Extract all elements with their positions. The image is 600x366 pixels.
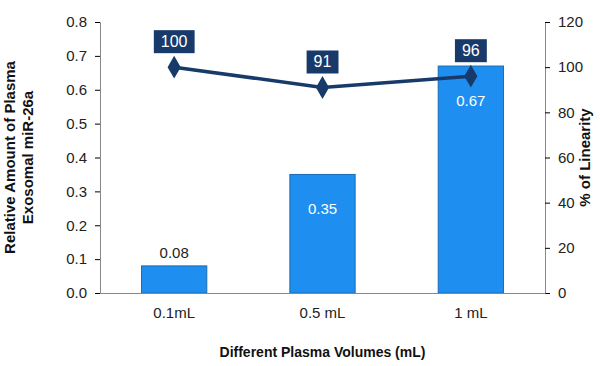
tick-mark [545, 158, 550, 159]
tick-mark [95, 158, 100, 159]
tick-label: 0.5 [66, 115, 87, 132]
y2-tick: 20 [545, 239, 575, 256]
tick-mark [95, 124, 100, 125]
tick-label: 0.5 mL [300, 304, 346, 321]
y-tick: 0.5 [66, 115, 100, 132]
y2-tick: 0 [545, 284, 566, 301]
axis-line [101, 293, 546, 294]
tick-mark [95, 259, 100, 260]
y-tick: 0.3 [66, 183, 100, 200]
tick-label: 60 [558, 149, 575, 166]
marker [464, 65, 477, 88]
line-label: 96 [455, 39, 487, 62]
x-tick: 1 mL [454, 304, 487, 321]
tick-label: 80 [558, 104, 575, 121]
y-tick: 0.2 [66, 217, 100, 234]
tick-mark [545, 203, 550, 204]
tick-mark [545, 22, 550, 23]
y-tick: 0.4 [66, 149, 100, 166]
y-tick: 0.1 [66, 250, 100, 267]
y2-axis-title: % of Linearity [576, 108, 593, 207]
tick-mark [95, 293, 100, 294]
data-label: 0.08 [160, 244, 189, 261]
tick-label: 1 mL [454, 304, 487, 321]
bar [290, 174, 355, 293]
data-label: 0.67 [456, 92, 485, 109]
tick-mark [545, 112, 550, 113]
marker [168, 56, 181, 79]
tick-label: 0.0 [66, 284, 87, 301]
data-label: 0.35 [308, 200, 337, 217]
y-tick: 0.7 [66, 47, 100, 64]
y-tick: 0.0 [66, 284, 100, 301]
chart: 0.08 0.35 0.67 100 91 96 0.0 0.1 0.2 0.3 0.4 0.5 0.6… [0, 0, 600, 366]
y-tick: 0.6 [66, 81, 100, 98]
tick-label: 0.1mL [153, 304, 195, 321]
data-label: 100 [161, 33, 188, 50]
tick-label: 0.8 [66, 13, 87, 30]
y2-tick: 60 [545, 149, 575, 166]
title-line: Exosomal miR-26a [19, 90, 36, 224]
x-tick: 0.1mL [153, 304, 195, 321]
line-label: 100 [154, 30, 195, 53]
tick-label: 120 [558, 13, 583, 30]
label-box [307, 50, 339, 73]
y2-tick: 80 [545, 104, 575, 121]
y2-tick: 100 [545, 58, 583, 75]
line-label: 91 [307, 50, 339, 73]
tick-label: 0.4 [66, 149, 87, 166]
marker [316, 76, 329, 99]
tick-mark [95, 225, 100, 226]
x-axis-title: Different Plasma Volumes (mL) [220, 344, 426, 360]
data-labels: 0.08 0.35 0.67 100 91 96 [154, 30, 487, 261]
tick-label: 0.3 [66, 183, 87, 200]
x-axis: 0.1mL 0.5 mL 1 mL [101, 294, 546, 321]
tick-label: 0.2 [66, 217, 87, 234]
y-axis-title: Relative Amount of PlasmaExosomal miR-26… [1, 60, 36, 253]
tick-mark [95, 191, 100, 192]
y2-tick: 40 [545, 194, 575, 211]
tick-mark [95, 90, 100, 91]
x-tick: 0.5 mL [300, 304, 346, 321]
tick-mark [545, 248, 550, 249]
y-axis: 0.0 0.1 0.2 0.3 0.4 0.5 0.6 0.7 0.8 [66, 13, 100, 301]
data-label: 91 [314, 53, 332, 70]
data-label: 96 [462, 42, 480, 59]
tick-label: 0 [558, 284, 566, 301]
axis-line [546, 23, 551, 294]
bar [438, 66, 503, 293]
title-line: Relative Amount of Plasma [1, 60, 18, 253]
marks [142, 56, 504, 293]
axis-line [95, 23, 101, 294]
label-box [455, 39, 487, 62]
tick-mark [545, 67, 550, 68]
tick-label: 20 [558, 239, 575, 256]
label-box [154, 30, 195, 53]
plot: 0.08 0.35 0.67 100 91 96 0.0 0.1 0.2 0.3 0.4 0.5 0.6… [66, 13, 583, 320]
bar [142, 266, 207, 293]
tick-label: 0.6 [66, 81, 87, 98]
y-tick: 0.8 [66, 13, 100, 30]
tick-mark [545, 293, 550, 294]
tick-label: 0.7 [66, 47, 87, 64]
tick-label: 40 [558, 194, 575, 211]
tick-mark [95, 56, 100, 57]
y2-tick: 120 [545, 13, 583, 30]
tick-mark [95, 22, 100, 23]
tick-label: 0.1 [66, 250, 87, 267]
tick-label: 100 [558, 58, 583, 75]
